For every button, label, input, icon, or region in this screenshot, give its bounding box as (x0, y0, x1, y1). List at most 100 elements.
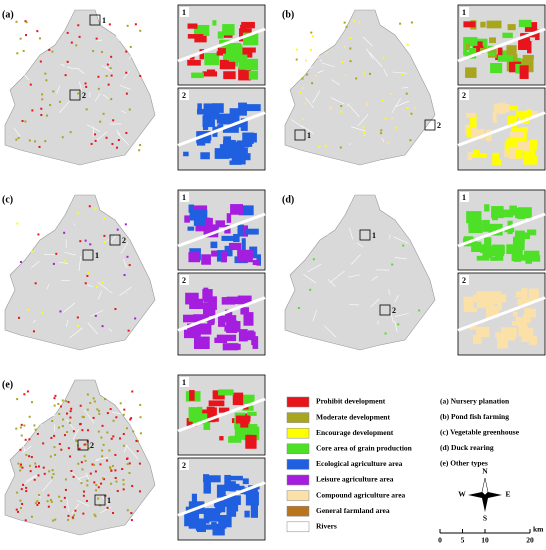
inset-patch (235, 415, 250, 424)
inset-patch (233, 233, 240, 243)
land-patch (29, 470, 32, 473)
inset-patch (244, 487, 258, 495)
inset-patch (196, 406, 203, 412)
land-patch (66, 412, 69, 415)
legend-label: Rivers (316, 522, 337, 531)
inset-patch (233, 144, 245, 155)
inset-patch (489, 37, 496, 44)
inset-patch (211, 250, 218, 257)
land-patch (349, 60, 352, 63)
inset-river (457, 27, 546, 63)
land-patch (401, 73, 404, 76)
land-patch (19, 448, 22, 451)
inset-patch (217, 45, 226, 54)
river (107, 237, 111, 242)
land-patch (88, 205, 91, 208)
land-patch (93, 481, 96, 484)
river (64, 251, 76, 256)
land-patch (15, 138, 18, 141)
land-patch (127, 329, 130, 332)
land-patch (128, 108, 131, 111)
inset: 2 (177, 457, 266, 541)
inset-patch (472, 335, 482, 345)
land-patch (27, 308, 30, 311)
map-panel: (d) 1 2 (282, 194, 436, 351)
land-patch (65, 400, 68, 403)
land-patch (17, 137, 20, 140)
inset-patch (188, 523, 203, 529)
land-patch (28, 464, 31, 467)
river (108, 328, 113, 332)
inset-patch (495, 255, 504, 261)
inset-patch (224, 245, 233, 257)
inset-patch (226, 213, 232, 223)
river (394, 100, 410, 108)
land-patch (125, 71, 128, 74)
inset-patch (187, 34, 204, 39)
land-patch (31, 109, 34, 112)
land-patch (53, 434, 56, 437)
river (401, 87, 409, 89)
land-patch (310, 31, 313, 34)
river (62, 302, 76, 313)
inset-patch (492, 111, 497, 123)
inset-patch (468, 47, 477, 59)
land-patch (99, 120, 102, 123)
land-patch (30, 250, 33, 253)
inset-patch (529, 255, 541, 262)
inset-patch (218, 514, 232, 528)
inset-patch (217, 31, 224, 39)
land-patch (299, 91, 302, 94)
inset-river (457, 296, 546, 332)
inset-patch (193, 314, 209, 322)
marker-box (109, 234, 121, 246)
river (394, 257, 407, 259)
land-patch (58, 495, 61, 498)
land-patch (103, 241, 106, 244)
inset-label-bg (180, 275, 189, 285)
land-patch (57, 402, 60, 405)
marker-box (94, 494, 106, 506)
marker-box (379, 304, 391, 316)
river (32, 319, 37, 323)
inset-patch (488, 223, 503, 236)
land-patch (40, 113, 43, 116)
land-patch (86, 479, 89, 482)
inset-patch (189, 55, 195, 60)
inset-patch (516, 139, 526, 147)
inset-patch (234, 412, 246, 418)
inset-patch (208, 296, 217, 310)
inset-patch (242, 478, 249, 485)
land-patch (132, 430, 135, 433)
land-patch (84, 459, 87, 462)
land-patch (109, 67, 112, 70)
land-patch (102, 112, 105, 115)
river (77, 474, 89, 480)
land-patch (129, 418, 132, 421)
river (22, 445, 32, 453)
land-patch (28, 139, 31, 142)
land-patch (93, 463, 96, 466)
legend-label: General farmland area (316, 506, 390, 515)
land-patch (122, 413, 125, 416)
land-patch (106, 63, 109, 66)
land-patch (126, 255, 129, 258)
inset-patch (512, 311, 518, 317)
inset-patch (222, 343, 239, 351)
land-patch (34, 282, 37, 285)
inset-patch (509, 131, 525, 138)
legend-swatch (286, 396, 310, 408)
river (313, 228, 329, 236)
land-patch (106, 431, 109, 434)
land-patch (101, 281, 104, 284)
land-patch (106, 506, 109, 509)
river (72, 428, 79, 440)
river (59, 100, 71, 114)
marker-label: 2 (82, 91, 86, 100)
river (66, 498, 70, 512)
land-patch (418, 309, 421, 312)
land-patch (399, 22, 402, 25)
inset-patch (210, 241, 218, 249)
land-patch (38, 145, 41, 148)
inset-patch (202, 115, 215, 128)
